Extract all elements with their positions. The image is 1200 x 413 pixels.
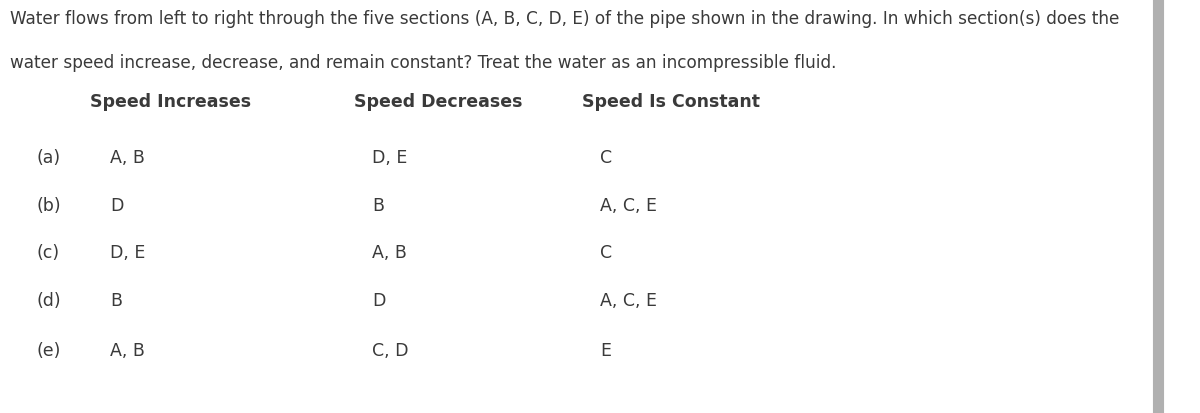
Text: water speed increase, decrease, and remain constant? Treat the water as an incom: water speed increase, decrease, and rema…	[10, 54, 836, 71]
Text: D: D	[372, 291, 385, 309]
Text: (b): (b)	[36, 196, 61, 214]
Text: A, B: A, B	[110, 149, 145, 166]
Text: C: C	[600, 244, 612, 261]
Text: (c): (c)	[36, 244, 59, 261]
Text: (e): (e)	[36, 341, 60, 358]
Text: (d): (d)	[36, 291, 61, 309]
Text: A, C, E: A, C, E	[600, 196, 658, 214]
Text: (a): (a)	[36, 149, 60, 166]
Text: Water flows from left to right through the five sections (A, B, C, D, E) of the : Water flows from left to right through t…	[10, 10, 1118, 28]
Text: C: C	[600, 149, 612, 166]
Text: A, C, E: A, C, E	[600, 291, 658, 309]
Text: D, E: D, E	[110, 244, 145, 261]
Text: Speed Is Constant: Speed Is Constant	[582, 93, 760, 111]
Text: Speed Increases: Speed Increases	[90, 93, 251, 111]
Text: C, D: C, D	[372, 341, 408, 358]
Text: E: E	[600, 341, 611, 358]
Text: D, E: D, E	[372, 149, 407, 166]
Text: D: D	[110, 196, 124, 214]
Text: Speed Decreases: Speed Decreases	[354, 93, 522, 111]
Text: A, B: A, B	[110, 341, 145, 358]
Text: B: B	[110, 291, 122, 309]
Text: B: B	[372, 196, 384, 214]
Text: A, B: A, B	[372, 244, 407, 261]
